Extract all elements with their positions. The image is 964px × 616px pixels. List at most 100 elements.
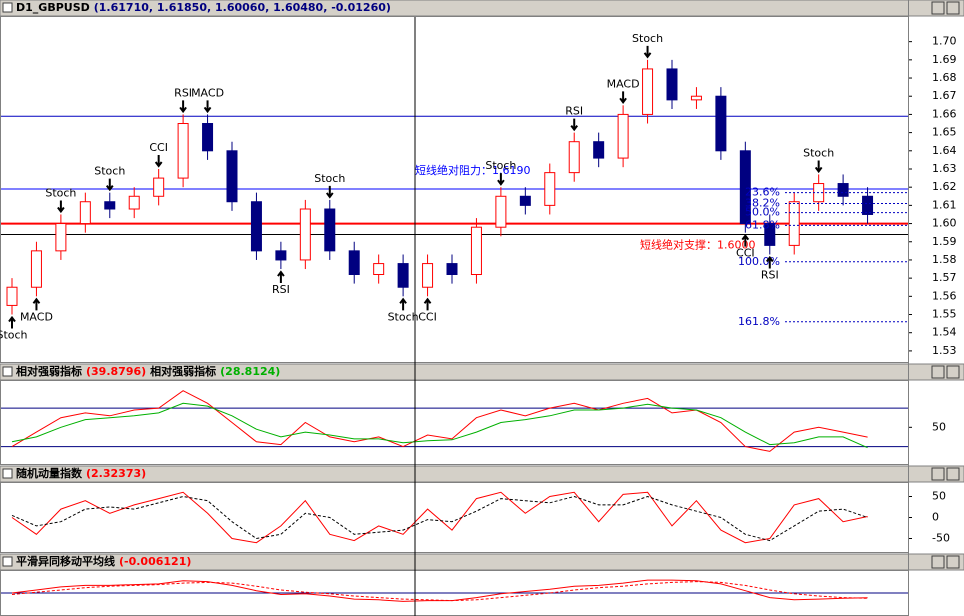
chart-title: D1_GBPUSD [16,1,90,14]
candle-body [568,141,580,174]
signal-arrow [179,100,187,114]
series-line [11,581,868,602]
candle-body [739,150,751,225]
candle-body [666,68,678,101]
maximize-button[interactable] [946,1,960,15]
series-line [11,491,868,544]
signal-arrow [203,100,212,114]
signal-label: CCI [736,247,755,260]
candle-body [128,195,140,210]
y-tick-label: 0 [932,511,939,524]
y-tick-label: 1.60 [932,217,957,230]
y-tick-label: 50 [932,490,946,503]
series-line [11,402,868,449]
series-name: 随机动量指数 [16,466,83,480]
candle-body [593,141,605,159]
signal-label: Stoch [45,186,76,199]
signal-label: Stoch [314,172,345,185]
series-last-value: (39.8796) [86,365,146,378]
y-tick-label: 1.70 [932,35,957,48]
signal-label: Stoch [388,310,419,323]
signal-arrow [32,297,41,311]
candle-body [862,195,874,215]
y-tick-label: 1.58 [932,253,957,266]
series-line [11,495,868,542]
maximize-button[interactable] [946,555,960,569]
y-tick-label: 1.61 [932,198,957,211]
fib-label: 161.8% [738,315,780,328]
series-name: 相对强弱指标 [150,364,216,378]
signal-label: Stoch [94,165,125,178]
candle-body [519,195,531,206]
candle-body [55,223,67,252]
candle-body [177,123,189,179]
candle-body [397,263,409,288]
signal-label: Stoch [803,146,834,159]
minimize-button[interactable] [931,555,945,569]
candle-body [544,172,556,206]
signal-label: RSI [761,268,779,281]
level-label: 短线绝对支撑：1.6000 [640,238,756,252]
candle-body [226,150,238,203]
signal-label: Stoch [0,329,28,342]
signal-arrow [105,178,114,192]
y-tick-label: 50 [932,420,946,433]
signal-label: MACD [607,77,640,90]
signal-arrow [643,45,652,59]
signal-label: MACD [20,310,53,323]
candle-body [153,177,165,197]
series-line [11,579,868,602]
signal-label: Stoch [485,159,516,172]
y-tick-label: 1.64 [932,144,957,157]
series-last-value: (2.32373) [86,467,146,480]
candle-body [446,263,458,276]
maximize-button[interactable] [946,365,960,379]
signal-arrow [325,185,334,199]
y-tick-label: 1.66 [932,107,957,120]
signal-label: CCI [149,141,168,154]
signal-arrow [399,297,407,311]
fib-label: 61.8% [745,218,780,231]
candle-body [495,195,507,228]
candle-body [642,68,654,115]
y-tick-label: 1.69 [932,53,957,66]
candle-body [79,201,91,225]
candle-body [348,250,360,275]
minimize-button[interactable] [931,1,945,15]
y-tick-label: 1.55 [932,308,957,321]
candle-body [715,95,727,152]
signal-arrow [8,315,16,329]
y-tick-label: 1.53 [932,344,957,357]
candle-body [764,223,776,246]
y-tick-label: 1.67 [932,89,957,102]
signal-arrow [765,255,774,269]
series-last-value: (28.8124) [220,365,280,378]
signal-label: MACD [191,86,224,99]
chart-subtitle: (1.61710, 1.61850, 1.60060, 1.60480, -0.… [94,1,391,14]
y-tick-label: 1.56 [932,289,957,302]
signal-label: RSI [174,86,192,99]
signal-arrow [154,154,163,168]
candle-body [6,286,18,306]
fib-label: 50.0% [745,206,780,219]
candle-body [373,263,385,276]
signal-arrow [741,233,750,247]
fib-label: 23.6% [745,186,780,199]
minimize-button[interactable] [931,365,945,379]
maximize-button[interactable] [946,467,960,481]
minimize-button[interactable] [931,467,945,481]
pane-icon [2,366,13,377]
series-name: 平滑异同移动平均线 [16,554,115,568]
signal-arrow [423,297,432,311]
y-tick-label: 1.57 [932,271,957,284]
y-tick-label: 1.59 [932,235,957,248]
candle-body [690,95,702,101]
signal-label: RSI [272,283,290,296]
candle-body [250,201,262,252]
y-tick-label: -50 [932,532,950,545]
candle-body [324,208,336,252]
candle-body [617,113,629,159]
signal-label: RSI [565,105,583,118]
candle-body [30,250,42,288]
candle-body [422,263,434,288]
